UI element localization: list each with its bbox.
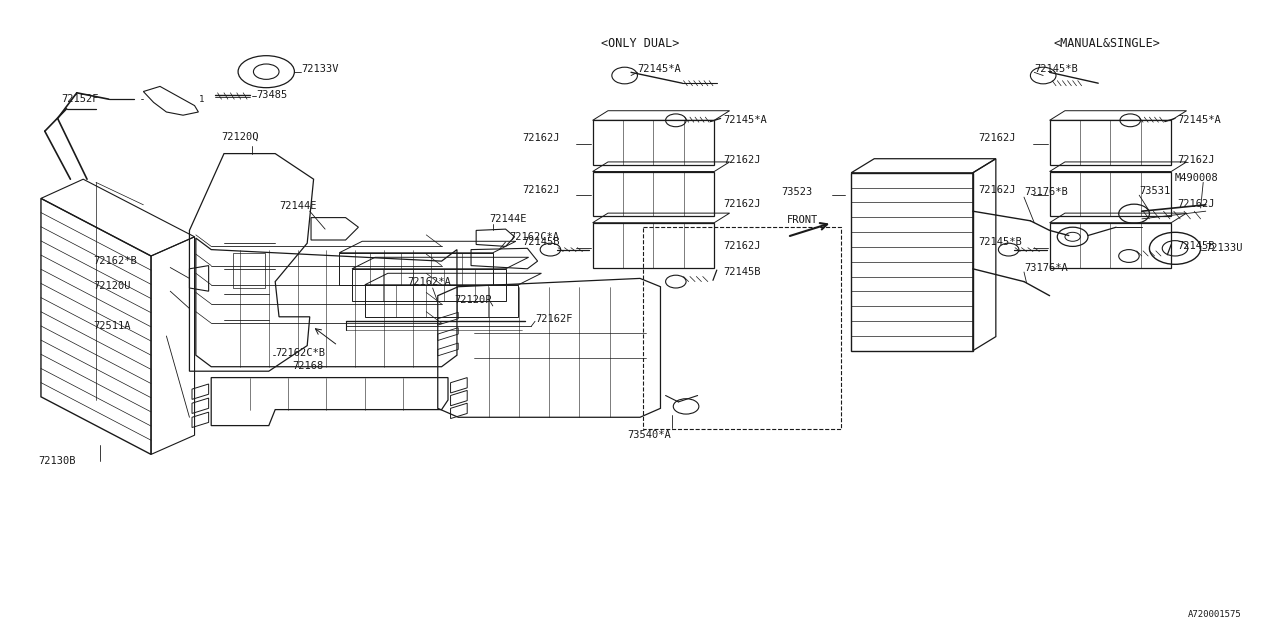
Text: 72162J: 72162J <box>1178 198 1215 209</box>
Text: 72168: 72168 <box>292 361 323 371</box>
Text: 73176*A: 73176*A <box>1024 262 1068 273</box>
Text: 72144E: 72144E <box>489 214 526 224</box>
Text: 72162J: 72162J <box>978 132 1015 143</box>
Text: <ONLY DUAL>: <ONLY DUAL> <box>600 37 680 50</box>
Text: 72120U: 72120U <box>93 281 131 291</box>
Text: 72162J: 72162J <box>723 155 760 165</box>
Text: A720001575: A720001575 <box>1188 610 1242 619</box>
Text: 72145B: 72145B <box>1178 241 1215 252</box>
Text: 72145*A: 72145*A <box>1178 115 1221 125</box>
Text: <MANUAL&SINGLE>: <MANUAL&SINGLE> <box>1053 37 1161 50</box>
Text: 72162C*B: 72162C*B <box>275 348 325 358</box>
Text: 72133V: 72133V <box>301 64 338 74</box>
Text: 72145B: 72145B <box>522 237 559 247</box>
Text: 72162*B: 72162*B <box>93 256 137 266</box>
Text: 1: 1 <box>198 95 204 104</box>
Text: 72133U: 72133U <box>1206 243 1243 253</box>
Text: 73531: 73531 <box>1139 186 1170 196</box>
Text: 72162F: 72162F <box>535 314 572 324</box>
Text: 72120Q: 72120Q <box>221 131 259 141</box>
Text: 72162J: 72162J <box>522 185 559 195</box>
Text: 72511A: 72511A <box>93 321 131 332</box>
Text: 73523: 73523 <box>781 187 812 197</box>
Text: 73540*A: 73540*A <box>627 430 671 440</box>
Bar <box>233 253 265 288</box>
Text: 72162*A: 72162*A <box>407 276 451 287</box>
Text: 72130B: 72130B <box>38 456 76 466</box>
Bar <box>643 227 841 429</box>
Text: 72162J: 72162J <box>723 198 760 209</box>
Text: 72144E: 72144E <box>279 201 316 211</box>
Text: 72120P: 72120P <box>454 294 492 305</box>
Text: 73176*B: 73176*B <box>1024 187 1068 197</box>
Text: 72145*B: 72145*B <box>1034 64 1078 74</box>
Text: 72145*A: 72145*A <box>637 64 681 74</box>
Text: 72162J: 72162J <box>978 185 1015 195</box>
Text: 72162J: 72162J <box>522 132 559 143</box>
Text: 72145*A: 72145*A <box>723 115 767 125</box>
Text: 72162C*A: 72162C*A <box>509 232 559 242</box>
Text: 72162J: 72162J <box>723 241 760 252</box>
Text: 72145B: 72145B <box>723 267 760 277</box>
Text: FRONT: FRONT <box>787 214 818 225</box>
Text: 73485: 73485 <box>256 90 287 100</box>
Text: 72162J: 72162J <box>1178 155 1215 165</box>
Text: 72145*B: 72145*B <box>978 237 1021 247</box>
Text: 72152F: 72152F <box>61 94 99 104</box>
Text: M490008: M490008 <box>1175 173 1219 183</box>
